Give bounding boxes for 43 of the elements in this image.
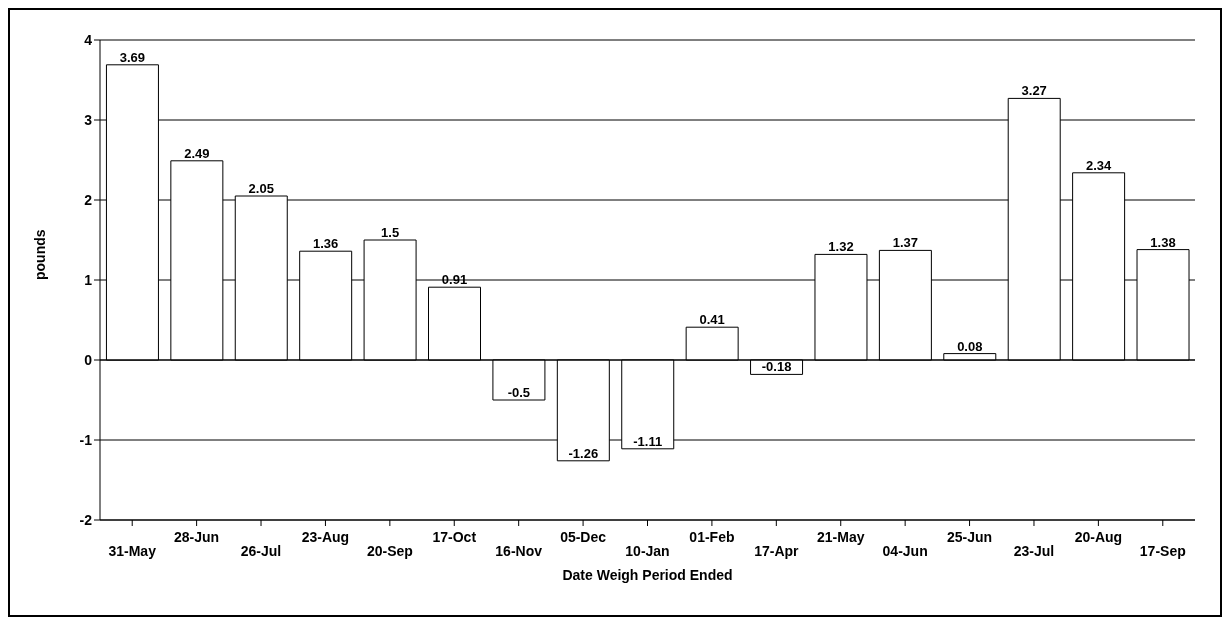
data-label: 1.36	[313, 236, 339, 252]
x-tick-label: 17-Apr	[754, 543, 800, 559]
x-tick-label: 10-Jan	[625, 543, 670, 559]
y-tick-label: -1	[79, 431, 93, 448]
y-tick-label: 1	[84, 271, 93, 288]
x-tick-label: 25-Jun	[947, 529, 993, 545]
data-label: -0.5	[507, 385, 531, 400]
data-label: -1.11	[633, 433, 663, 449]
y-tick-label: 4	[84, 31, 93, 48]
data-label: 3.27	[1021, 83, 1047, 99]
y-tick-label: 3	[84, 111, 93, 128]
x-tick-label: 16-Nov	[495, 543, 543, 559]
x-tick-label: 31-May	[108, 543, 157, 559]
x-tick-label: 26-Jul	[240, 543, 282, 559]
x-axis-title: Date Weigh Period Ended	[562, 567, 733, 583]
data-label: 1.5	[381, 225, 400, 240]
data-label: 0.91	[441, 272, 468, 288]
y-tick-label: 2	[84, 191, 93, 208]
x-tick-label: 05-Dec	[560, 529, 607, 545]
x-tick-label: 20-Aug	[1074, 529, 1123, 545]
x-tick-label: 23-Jul	[1013, 543, 1055, 559]
x-tick-label: 21-May	[817, 529, 865, 545]
data-label: -0.18	[761, 359, 792, 375]
x-tick-label: 04-Jun	[882, 543, 928, 559]
data-label: 1.38	[1150, 234, 1176, 250]
data-label: -1.26	[568, 445, 599, 461]
data-label: 3.69	[119, 49, 146, 65]
y-tick-label: 0	[84, 351, 93, 368]
data-label: 1.37	[892, 235, 919, 251]
data-label: 1.32	[828, 239, 854, 255]
data-label: 0.41	[699, 312, 725, 328]
data-label: 2.34	[1085, 157, 1113, 173]
x-tick-label: 28-Jun	[174, 529, 220, 545]
x-tick-label: 17-Sep	[1139, 543, 1186, 559]
y-axis-title: pounds	[31, 229, 48, 280]
y-tick-label: -2	[79, 511, 93, 528]
data-label: 2.49	[184, 145, 210, 161]
x-tick-label: 20-Sep	[366, 543, 413, 559]
x-tick-label: 17-Oct	[432, 529, 477, 545]
x-tick-label: 01-Feb	[689, 529, 735, 545]
data-label: 0.08	[957, 338, 983, 354]
x-tick-label: 23-Aug	[301, 529, 350, 545]
data-label: 2.05	[248, 181, 274, 196]
